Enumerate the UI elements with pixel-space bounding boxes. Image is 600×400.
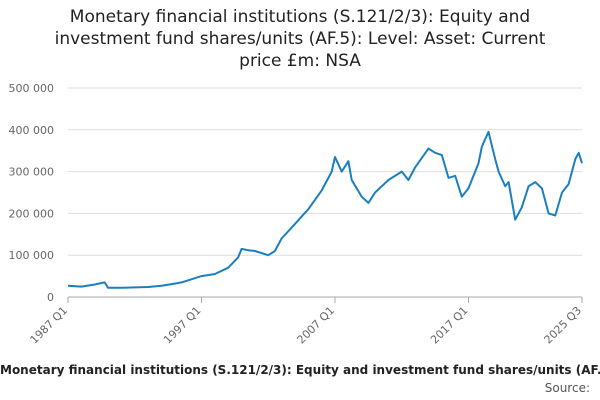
y-tick-label: 0 — [47, 291, 54, 304]
series-line — [67, 130, 583, 289]
x-tick-label: 1997 Q1 — [161, 304, 204, 347]
chart-title: Monetary financial institutions (S.121/2… — [0, 6, 600, 72]
footer-source-label: Source: — [544, 381, 590, 395]
x-tick-label: 2007 Q1 — [295, 304, 338, 347]
y-tick-label: 200 000 — [9, 207, 55, 220]
x-axis-ticks: 1987 Q1 1997 Q1 2007 Q1 2017 Q1 2025 Q3 — [28, 297, 585, 347]
y-axis-ticks: 0 100 000 200 000 300 000 400 000 500 000 — [9, 82, 55, 304]
chart-title-line-3: price £m: NSA — [239, 51, 361, 71]
chart-title-line-1: Monetary financial institutions (S.121/2… — [69, 7, 531, 27]
chart-title-line-2: investment fund shares/units (AF.5): Lev… — [54, 29, 546, 49]
x-tick-label: 2025 Q3 — [542, 304, 585, 347]
y-tick-label: 100 000 — [9, 249, 55, 262]
y-tick-label: 400 000 — [9, 124, 55, 137]
y-tick-label: 300 000 — [9, 166, 55, 179]
y-tick-label: 500 000 — [9, 82, 55, 95]
x-tick-label: 1987 Q1 — [28, 304, 71, 347]
x-tick-label: 2017 Q1 — [428, 304, 471, 347]
gridlines — [68, 87, 582, 256]
footer-series-text: Monetary financial institutions (S.121/2… — [0, 363, 600, 377]
